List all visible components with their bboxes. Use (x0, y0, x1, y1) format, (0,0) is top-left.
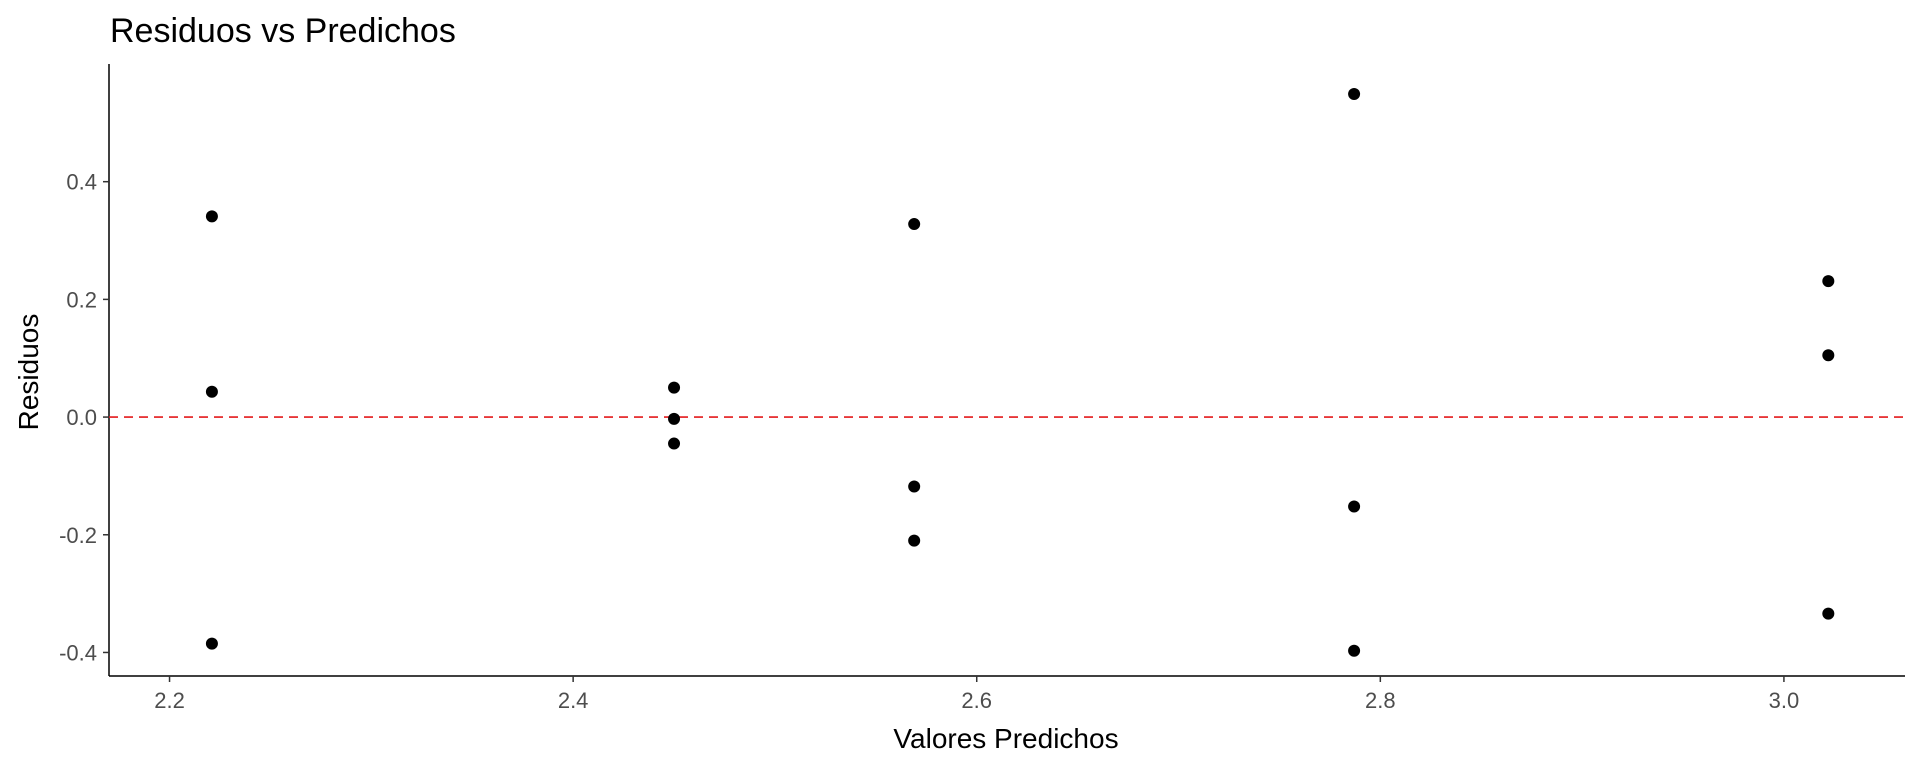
y-tick-label: 0.0 (66, 405, 97, 430)
data-point (1822, 607, 1835, 620)
data-point (668, 437, 681, 450)
y-tick-label: -0.4 (59, 640, 97, 665)
x-tick-label: 2.2 (154, 688, 185, 713)
data-point (205, 385, 218, 398)
chart-title: Residuos vs Predichos (110, 12, 456, 50)
data-point (205, 637, 218, 650)
data-point (1822, 349, 1835, 362)
data-point (1348, 88, 1361, 101)
x-tick-label: 2.6 (961, 688, 992, 713)
data-point (1822, 275, 1835, 288)
y-tick-label: 0.2 (66, 287, 97, 312)
x-tick-label: 2.4 (558, 688, 589, 713)
x-tick-label: 2.8 (1365, 688, 1396, 713)
x-axis-title: Valores Predichos (893, 723, 1118, 754)
axes: 2.2 2.4 2.6 2.8 3.0 -0.4 -0.2 0.0 0.2 0.4 (59, 64, 1905, 713)
data-point (908, 218, 921, 231)
y-tick-label: -0.2 (59, 523, 97, 548)
y-axis-title: Residuos (13, 314, 44, 431)
x-tick-label: 3.0 (1769, 688, 1800, 713)
data-points (205, 88, 1835, 657)
y-tick-label: 0.4 (66, 170, 97, 195)
data-point (668, 381, 681, 394)
data-point (908, 480, 921, 493)
data-point (205, 210, 218, 223)
data-point (1348, 500, 1361, 513)
data-point (908, 534, 921, 547)
data-point (1348, 644, 1361, 657)
data-point (668, 412, 681, 425)
